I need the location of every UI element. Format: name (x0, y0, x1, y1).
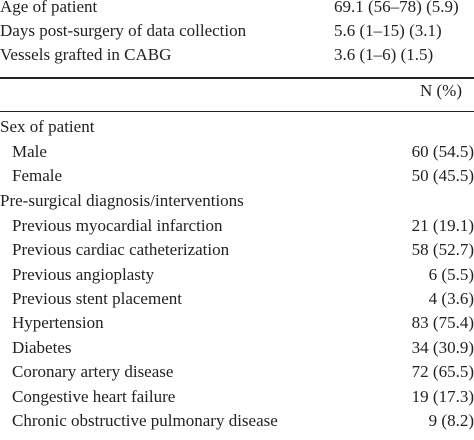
row-value: 50 (45.5) (411, 166, 474, 186)
row-value: 6 (5.5) (428, 264, 474, 284)
row-value: 34 (30.9) (411, 337, 474, 357)
group-label: Pre-surgical diagnosis/interventions (0, 190, 244, 210)
row-label: Previous cardiac catheterization (12, 240, 230, 260)
row-value: 21 (19.1) (411, 215, 474, 235)
row-value: 5.6 (1–15) (3.1) (334, 21, 442, 40)
table-rule (0, 77, 474, 79)
row-value: 3.6 (1–6) (1.5) (334, 45, 434, 64)
table-rule (0, 111, 474, 112)
row-value: 69.1 (56–78) (5.9) (334, 0, 459, 16)
row-label: Hypertension (12, 313, 104, 333)
row-label: Previous angioplasty (12, 264, 155, 284)
row-label: Male (12, 142, 47, 161)
row-value: 4 (3.6) (428, 289, 474, 308)
row-value: 9 (8.2) (428, 411, 474, 430)
row-label: Congestive heart failure (12, 386, 176, 406)
row-value: 72 (65.5) (411, 362, 474, 382)
row-label: Diabetes (12, 337, 72, 357)
row-label: Days post-surgery of data collection (0, 21, 247, 40)
row-label: Vessels grafted in CABG (0, 45, 172, 64)
row-value: 19 (17.3) (411, 386, 474, 406)
row-value: 60 (54.5) (411, 142, 474, 161)
row-value: 58 (52.7) (411, 240, 474, 260)
row-label: Female (12, 166, 63, 186)
row-label: Previous stent placement (12, 289, 182, 308)
row-label: Age of patient (0, 0, 98, 16)
row-value: 83 (75.4) (411, 313, 474, 333)
row-label: Previous myocardial infarction (12, 215, 223, 235)
column-header: N (%) (419, 81, 462, 100)
group-label: Sex of patient (0, 117, 95, 136)
row-label: Coronary artery disease (12, 362, 174, 382)
row-label: Chronic obstructive pulmonary disease (12, 411, 278, 430)
